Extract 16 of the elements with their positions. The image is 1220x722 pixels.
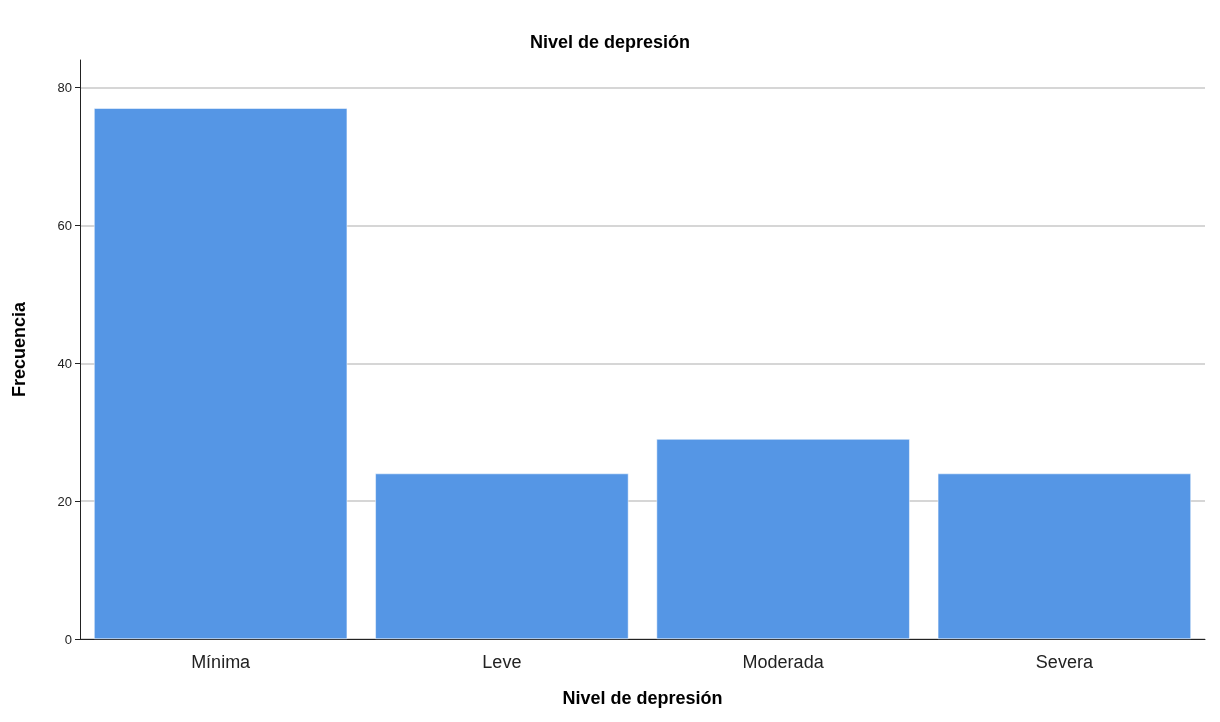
bar xyxy=(94,108,348,639)
y-tick-label: 40 xyxy=(57,355,72,371)
y-axis-title: Frecuencia xyxy=(9,300,29,398)
y-tick-label: 60 xyxy=(57,217,72,233)
x-axis-title: Nivel de depresión xyxy=(562,688,723,708)
bar xyxy=(375,473,629,639)
x-tick-label: Severa xyxy=(1035,652,1094,672)
y-tick-label: 0 xyxy=(64,631,72,647)
x-tick-label: Leve xyxy=(482,652,522,672)
bar xyxy=(937,473,1191,639)
y-tick-label: 80 xyxy=(57,80,72,96)
x-tick-label: Moderada xyxy=(742,652,825,672)
bar xyxy=(656,439,910,639)
x-tick-label: Mínima xyxy=(191,652,252,672)
chart-title: Nivel de depresión xyxy=(529,32,691,52)
y-tick-label: 20 xyxy=(57,493,72,509)
